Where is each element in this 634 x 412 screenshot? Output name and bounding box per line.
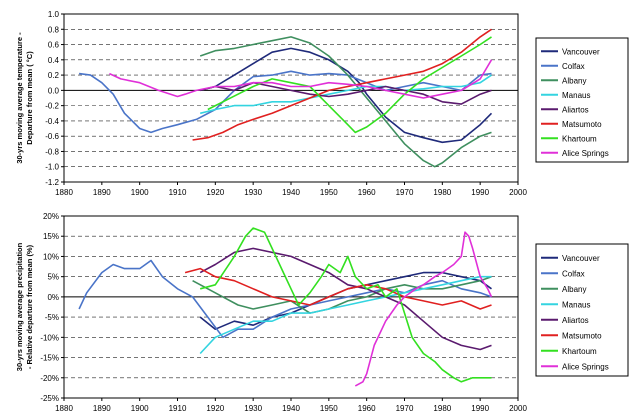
y-tick-label: -0.8 <box>45 147 59 156</box>
legend-label: Albany <box>562 285 586 294</box>
legend-label: Khartoum <box>562 134 597 143</box>
series-line-colfax <box>78 70 492 134</box>
x-tick-label: 1880 <box>55 404 73 412</box>
y-axis-label: 30-yrs moving average precipitation- Rel… <box>15 242 34 371</box>
y-tick-label: 0.4 <box>48 56 60 65</box>
y-tick-label: -0.6 <box>45 132 59 141</box>
legend-label: Aliartos <box>562 105 589 114</box>
x-tick-label: 1900 <box>131 404 149 412</box>
y-tick-label: 20% <box>43 212 59 221</box>
x-tick-label: 1950 <box>320 404 338 412</box>
series-line-matsumoto <box>184 267 492 310</box>
y-tick-label: 0.8 <box>48 25 60 34</box>
x-tick-label: 2000 <box>509 404 527 412</box>
x-tick-label: 2000 <box>509 188 527 197</box>
x-tick-label: 1940 <box>282 188 300 197</box>
y-tick-label: 0.2 <box>48 71 60 80</box>
x-tick-label: 1910 <box>169 188 187 197</box>
x-tick-label: 1920 <box>206 188 224 197</box>
y-tick-label: 15% <box>43 232 59 241</box>
legend-label: Alice Springs <box>562 362 609 371</box>
plot-area <box>63 13 519 183</box>
legend-label: Manaus <box>562 91 590 100</box>
series-line-manaus <box>200 74 492 115</box>
series-line-manaus <box>199 275 492 355</box>
legend-label: Vancouver <box>562 47 600 56</box>
y-tick-label: -20% <box>40 374 59 383</box>
legend-label: Colfax <box>562 269 585 278</box>
y-tick-label: -10% <box>40 333 59 342</box>
series-line-khartoum <box>199 227 492 383</box>
series-line-albany <box>192 275 492 314</box>
series-line-alice-springs <box>109 59 493 99</box>
x-tick-label: 1880 <box>55 188 73 197</box>
temperature-chart: 1.0 0.8 0.6 0.4 0.2 0.0 -0.2 -0.4 -0.6 -0.8 -1.0 -1… <box>15 10 629 197</box>
plot-area <box>63 215 519 399</box>
y-axis-label: 30-yrs moving average temperature -Depar… <box>15 32 34 164</box>
y-tick-label: -1.0 <box>45 163 59 172</box>
x-tick-label: 1930 <box>244 404 262 412</box>
y-tick-label: 5% <box>47 273 59 282</box>
legend-label: Manaus <box>562 300 590 309</box>
legend-label: Alice Springs <box>562 149 609 158</box>
legend-label: Albany <box>562 76 586 85</box>
series-line-khartoum <box>207 36 492 134</box>
x-tick-label: 1970 <box>396 188 414 197</box>
y-tick-label: -1.2 <box>45 178 59 187</box>
series-line-aliartos <box>199 247 492 351</box>
y-tick-label: 1.0 <box>48 10 60 19</box>
x-tick-label: 1890 <box>93 188 111 197</box>
x-tick-label: 1960 <box>358 188 376 197</box>
y-axis-label-line: 30-yrs moving average precipitation <box>15 242 24 371</box>
x-tick-label: 1930 <box>244 188 262 197</box>
x-tick-label: 1990 <box>471 404 489 412</box>
legend-label: Colfax <box>562 62 585 71</box>
series-line-matsumoto <box>192 28 492 141</box>
y-axis-label-line: Departure from mean ( °C) <box>25 51 34 145</box>
x-tick-label: 1920 <box>206 404 224 412</box>
x-tick-label: 1960 <box>358 404 376 412</box>
x-tick-label: 1890 <box>93 404 111 412</box>
series-line-aliartos <box>199 81 492 105</box>
y-tick-label: -0.4 <box>45 117 59 126</box>
y-axis-label-line: - Relative departure from mean (%) <box>25 244 34 369</box>
precipitation-chart: 20% 15% 10% 5% 0% -5% -10% -15% -20% -25%1880 1890… <box>15 212 629 412</box>
legend-box <box>535 243 629 377</box>
x-tick-label: 1900 <box>131 188 149 197</box>
y-tick-label: -0.2 <box>45 102 59 111</box>
x-tick-label: 1980 <box>433 188 451 197</box>
y-axis-label-line: 30-yrs moving average temperature - <box>15 32 24 164</box>
x-tick-label: 1970 <box>396 404 414 412</box>
x-tick-label: 1950 <box>320 188 338 197</box>
y-tick-label: -5% <box>45 313 59 322</box>
legend-box <box>535 37 629 163</box>
legend-label: Matsumoto <box>562 331 602 340</box>
series-line-alice-springs <box>354 231 493 387</box>
legend-label: Matsumoto <box>562 120 602 129</box>
y-tick-label: 0.6 <box>48 41 60 50</box>
y-tick-label: -25% <box>40 394 59 403</box>
y-tick-label: 0% <box>47 293 59 302</box>
series-line-albany <box>199 36 492 168</box>
y-tick-label: 10% <box>43 252 59 261</box>
y-tick-label: -15% <box>40 354 59 363</box>
legend-label: Aliartos <box>562 316 589 325</box>
x-tick-label: 1980 <box>433 404 451 412</box>
x-tick-label: 1910 <box>169 404 187 412</box>
x-tick-label: 1990 <box>471 188 489 197</box>
legend-label: Khartoum <box>562 347 597 356</box>
x-tick-label: 1940 <box>282 404 300 412</box>
y-tick-label: 0.0 <box>48 86 60 95</box>
legend-label: Vancouver <box>562 254 600 263</box>
